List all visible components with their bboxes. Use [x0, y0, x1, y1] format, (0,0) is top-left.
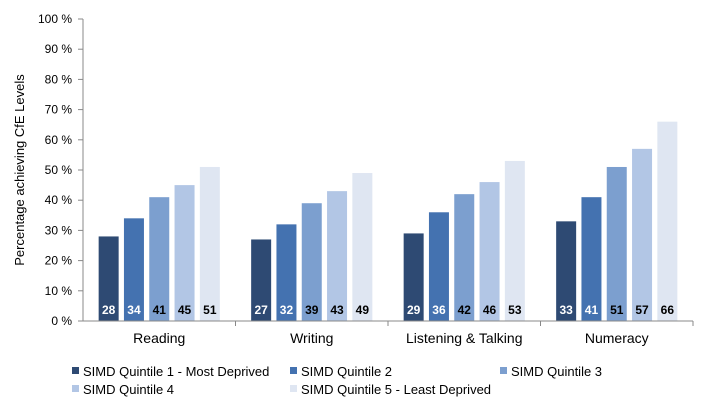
data-label: 51 [203, 303, 217, 317]
data-label: 32 [280, 303, 294, 317]
legend-swatch [290, 385, 297, 392]
data-label: 41 [153, 303, 167, 317]
data-label: 57 [635, 303, 649, 317]
bar [123, 218, 144, 321]
y-axis-label: Percentage achieving CfE Levels [12, 74, 27, 266]
x-tick-label: Numeracy [585, 330, 649, 346]
bar [174, 185, 195, 321]
bar [606, 166, 627, 321]
y-tick-label: 70 % [45, 103, 73, 117]
bar [199, 166, 220, 321]
data-label: 29 [407, 303, 421, 317]
legend-swatch [72, 385, 79, 392]
data-label: 33 [559, 303, 573, 317]
bar [504, 160, 525, 321]
data-label: 36 [432, 303, 446, 317]
y-tick-label: 30 % [45, 223, 73, 237]
legend: SIMD Quintile 1 - Most Deprived SIMD Quin… [72, 364, 602, 397]
bar [632, 148, 653, 321]
data-label: 51 [610, 303, 624, 317]
y-tick-label: 90 % [45, 42, 73, 56]
bar [301, 203, 322, 321]
bar [403, 233, 424, 321]
legend-label: SIMD Quintile 1 - Most Deprived [83, 364, 269, 379]
y-axis: 0 % 10 % 20 % 30 % 40 % 50 % 60 % 70 % 80 % 90 % 1… [38, 12, 84, 328]
bar [428, 212, 449, 321]
legend-swatch [290, 367, 297, 374]
data-label: 27 [254, 303, 268, 317]
bar [251, 239, 272, 321]
bar [149, 197, 170, 321]
y-tick-label: 80 % [45, 72, 73, 86]
data-label: 49 [356, 303, 370, 317]
data-label: 45 [178, 303, 192, 317]
x-tick-label: Reading [133, 330, 185, 346]
data-label: 39 [305, 303, 319, 317]
x-tick-label: Listening & Talking [406, 330, 522, 346]
y-tick-label: 0 % [51, 314, 72, 328]
y-tick-label: 100 % [38, 12, 72, 26]
legend-label: SIMD Quintile 4 [83, 382, 174, 397]
bar [479, 182, 500, 321]
bar [98, 236, 119, 321]
bar [556, 221, 577, 321]
data-label: 41 [585, 303, 599, 317]
bar [454, 194, 475, 321]
legend-swatch [72, 367, 79, 374]
data-label: 66 [661, 303, 675, 317]
data-label: 28 [102, 303, 116, 317]
legend-label: SIMD Quintile 3 [511, 364, 602, 379]
y-tick-label: 10 % [45, 284, 73, 298]
x-tick-label: Writing [290, 330, 333, 346]
legend-swatch [500, 367, 507, 374]
bar [581, 197, 602, 321]
bars: 28 34 41 45 51 27 32 39 43 49 29 36 42 46 53 33 41 51 57 66 [98, 121, 678, 322]
data-label: 43 [330, 303, 344, 317]
x-axis: Reading Writing Listening & Talking Numerac… [83, 320, 694, 346]
bar [657, 121, 678, 322]
legend-label: SIMD Quintile 2 [301, 364, 392, 379]
data-label: 34 [127, 303, 141, 317]
bar [327, 191, 348, 321]
data-label: 42 [458, 303, 472, 317]
y-tick-label: 50 % [45, 163, 73, 177]
bar [276, 224, 297, 321]
y-tick-label: 40 % [45, 193, 73, 207]
data-label: 46 [483, 303, 497, 317]
y-tick-label: 20 % [45, 254, 73, 268]
y-tick-label: 60 % [45, 133, 73, 147]
bar [352, 173, 373, 321]
data-label: 53 [508, 303, 522, 317]
legend-label: SIMD Quintile 5 - Least Deprived [301, 382, 491, 397]
